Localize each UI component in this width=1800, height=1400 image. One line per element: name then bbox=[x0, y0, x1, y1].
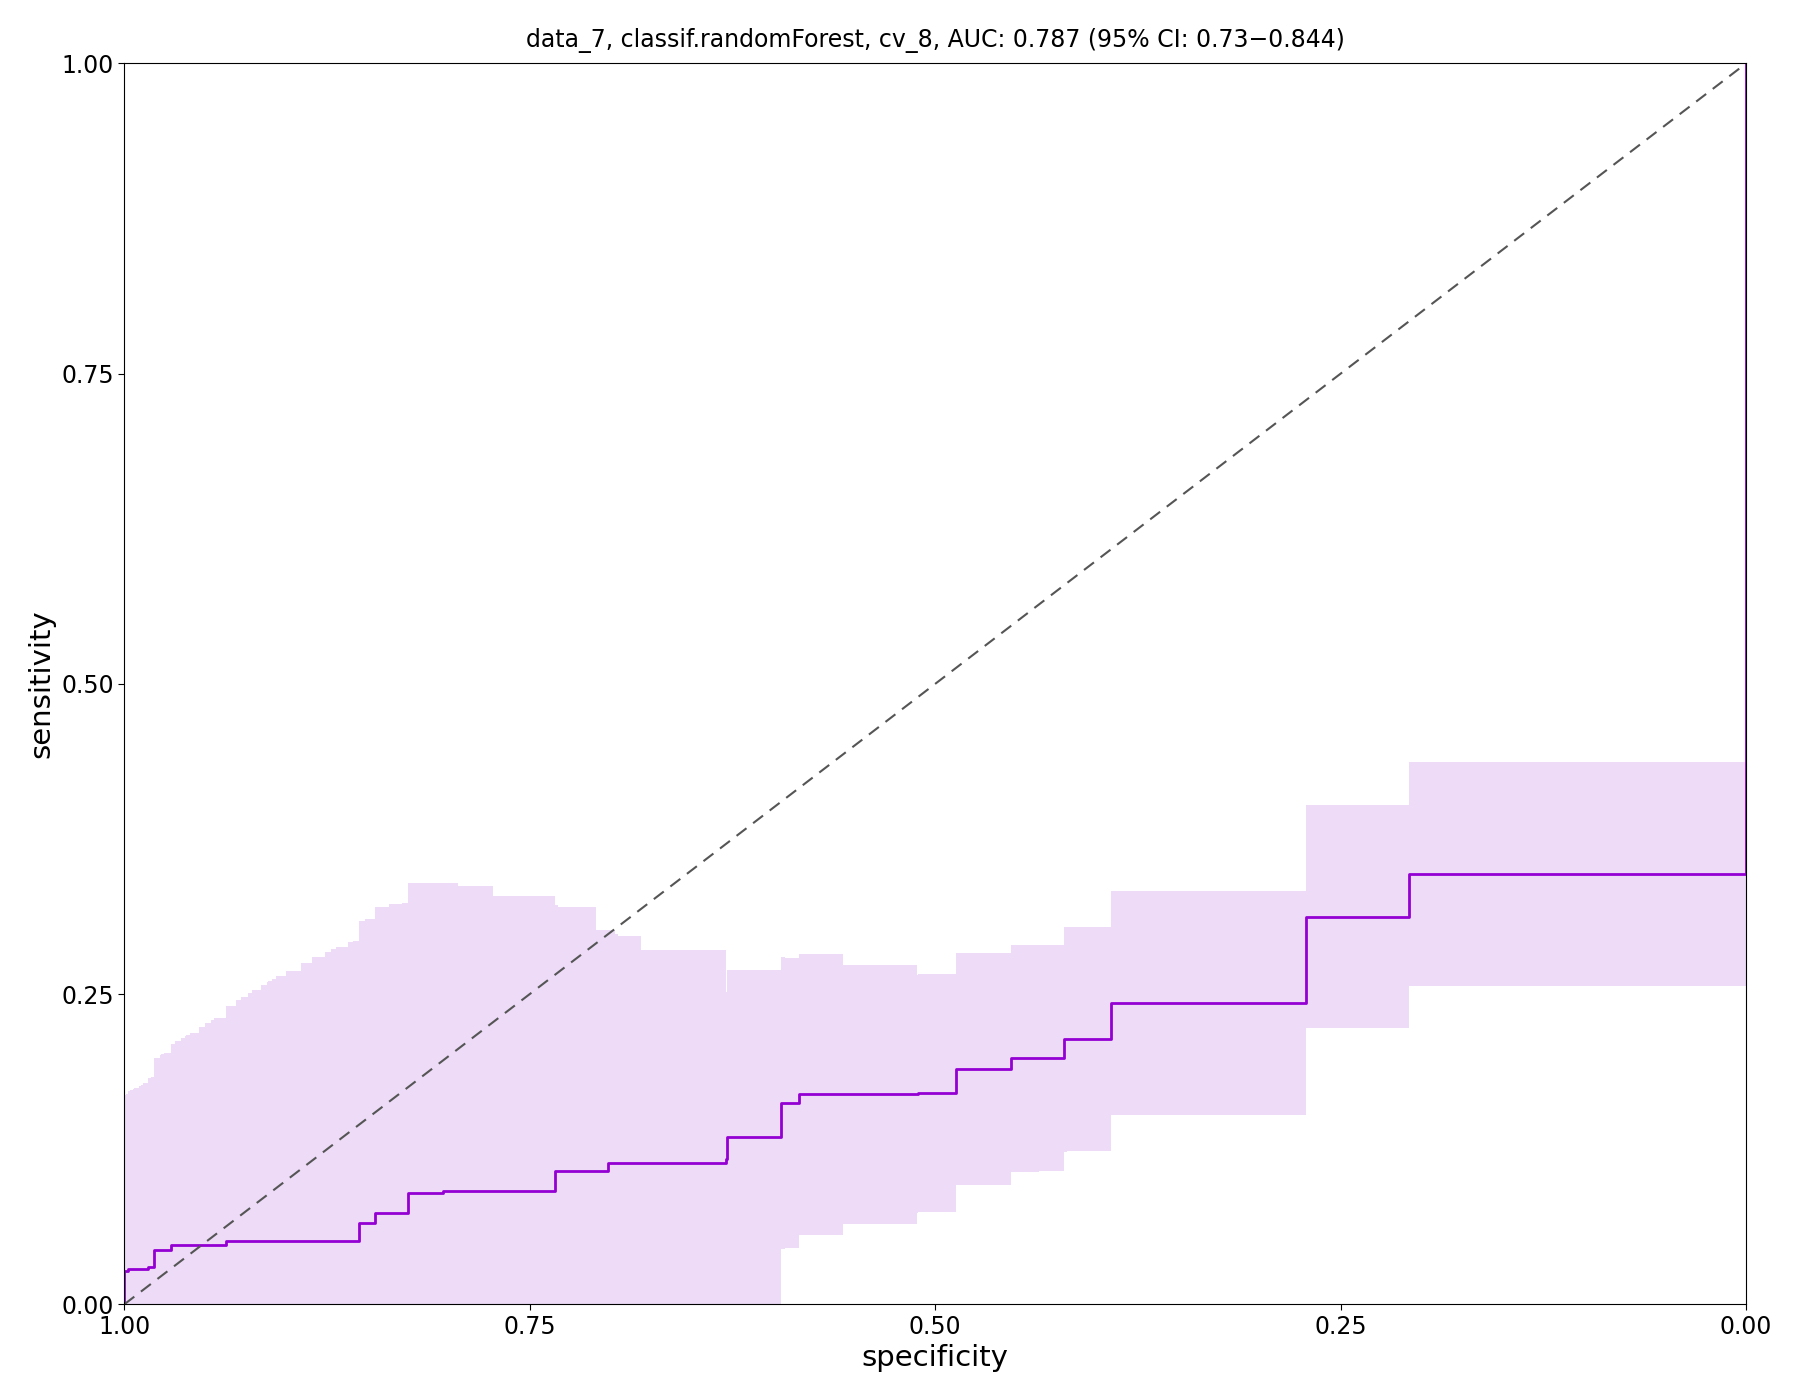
Title: data_7, classif.randomForest, cv_8, AUC: 0.787 (95% CI: 0.73−0.844): data_7, classif.randomForest, cv_8, AUC:… bbox=[526, 28, 1345, 53]
Y-axis label: sensitivity: sensitivity bbox=[27, 609, 56, 759]
X-axis label: specificity: specificity bbox=[862, 1344, 1008, 1372]
